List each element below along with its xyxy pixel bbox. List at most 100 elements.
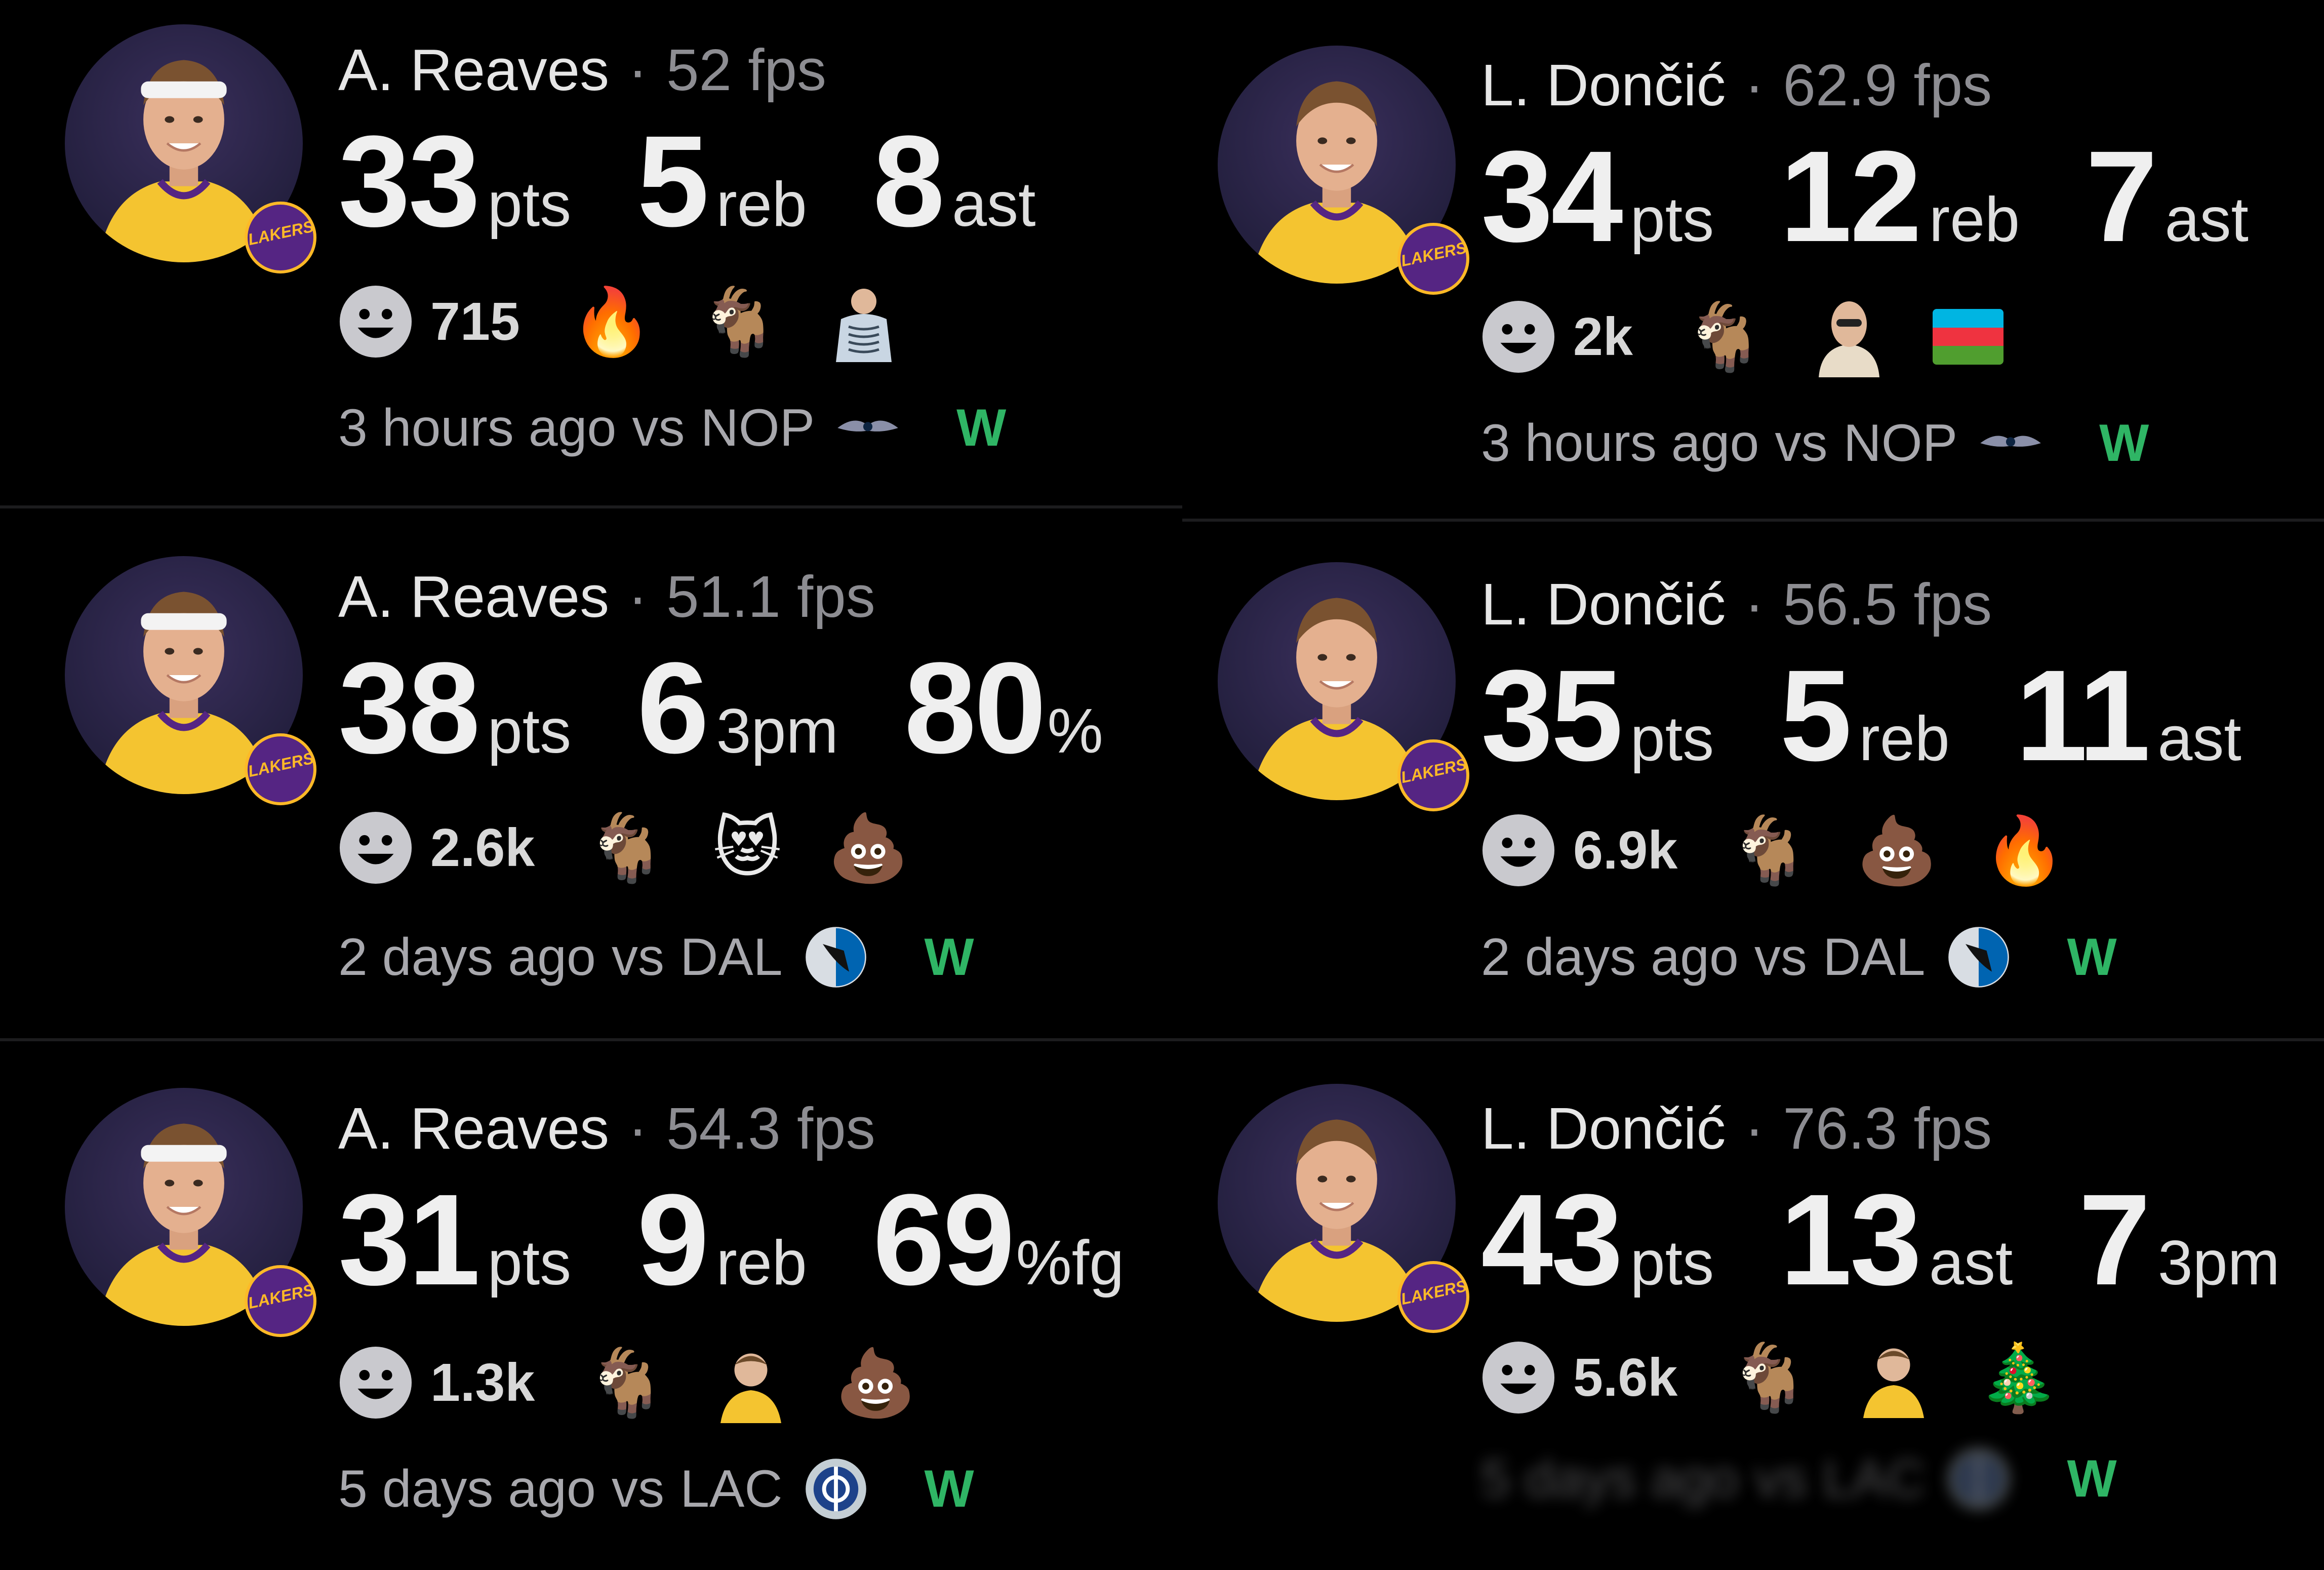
- smiley-react-icon[interactable]: [1481, 1340, 1556, 1415]
- game-time: 3 hours ago: [1481, 413, 1759, 473]
- reaction-count: 5.6k: [1573, 1347, 1678, 1407]
- smiley-react-icon[interactable]: [338, 1345, 413, 1420]
- stat-unit: %: [1047, 696, 1103, 766]
- game-card[interactable]: LAKERS L. Dončić · 62.9 fps 34 pts 12 reb 7 ast…: [1182, 15, 2324, 522]
- lakers-logo-icon: LAKERS: [245, 733, 316, 805]
- player-name[interactable]: A. Reaves: [338, 37, 610, 103]
- fire-reaction-icon[interactable]: 🔥: [570, 285, 653, 359]
- game-time: 2 days ago: [1481, 927, 1739, 987]
- opponent-abbrev[interactable]: LAC: [1823, 1449, 1926, 1508]
- player-title: A. Reaves · 51.1 fps: [338, 567, 875, 626]
- lakers-logo-icon: LAKERS: [1397, 223, 1469, 295]
- stat-2: 5 reb: [1780, 651, 1950, 780]
- stat-3: 7 ast: [2086, 132, 2249, 261]
- fire-reaction-icon[interactable]: 🔥: [1983, 813, 2065, 887]
- reactions-bar: 6.9k 🐐 💩 🔥: [1481, 813, 2111, 888]
- title-separator: ·: [628, 37, 648, 103]
- heart-eyes-cat-reaction-icon[interactable]: 😻: [713, 811, 782, 885]
- player-title: L. Dončić · 62.9 fps: [1481, 56, 1992, 114]
- fantasy-points: 56.5 fps: [1783, 571, 1992, 637]
- opponent-abbrev[interactable]: LAC: [680, 1459, 783, 1518]
- game-footer: 3 hours ago vs NOP W: [1481, 410, 2149, 476]
- christmas-tree-reaction-icon[interactable]: 🎄: [1977, 1341, 2060, 1415]
- game-footer: 5 days ago vs LAC W: [1481, 1446, 2117, 1512]
- game-time: 5 days ago: [338, 1459, 596, 1518]
- player-avatar[interactable]: [1218, 46, 1456, 284]
- fantasy-points: 51.1 fps: [666, 564, 875, 630]
- reactions-bar: 2.6k 🐐 😻 💩: [338, 810, 955, 885]
- goat-reaction-icon[interactable]: 🐐: [698, 285, 780, 359]
- goat-reaction-icon[interactable]: 🐐: [1728, 813, 1811, 887]
- player-xray-image-icon[interactable]: [826, 281, 902, 362]
- masked-person-image-icon[interactable]: [1811, 296, 1887, 377]
- game-card[interactable]: LAKERS L. Dončić · 76.3 fps 43 pts 13 ast 7 3pm…: [1182, 1064, 2324, 1570]
- fantasy-points: 54.3 fps: [666, 1095, 875, 1161]
- stat-2: 9 reb: [637, 1175, 807, 1305]
- title-separator: ·: [1744, 52, 1765, 118]
- lakers-logo-icon: LAKERS: [1397, 1261, 1469, 1333]
- stat-unit: ast: [2165, 185, 2249, 255]
- goat-reaction-icon[interactable]: 🐐: [1683, 300, 1766, 374]
- lakers-logo-icon: LAKERS: [245, 202, 316, 273]
- player-title: L. Dončić · 56.5 fps: [1481, 575, 1992, 634]
- player-name[interactable]: A. Reaves: [338, 1095, 610, 1161]
- player-photo-image-icon[interactable]: [713, 1342, 789, 1423]
- game-card[interactable]: LAKERS L. Dončić · 56.5 fps 35 pts 5 reb 11 ast…: [1182, 532, 2324, 1038]
- game-time: 2 days ago: [338, 927, 596, 987]
- player-name[interactable]: L. Dončić: [1481, 1095, 1726, 1161]
- opponent-abbrev[interactable]: NOP: [700, 398, 815, 457]
- game-footer: 3 hours ago vs NOP W: [338, 395, 1006, 461]
- player-name[interactable]: L. Dončić: [1481, 52, 1726, 118]
- stat-line: 35 pts 5 reb 11 ast: [1481, 651, 2241, 780]
- player-photo-image-icon[interactable]: [1856, 1337, 1932, 1418]
- stat-1: 33 pts: [338, 116, 571, 246]
- stat-value: 13: [1780, 1167, 1922, 1312]
- stat-line: 43 pts 13 ast 7 3pm: [1481, 1175, 2280, 1305]
- stat-value: 80: [904, 636, 1047, 780]
- title-separator: ·: [628, 564, 648, 630]
- player-title: A. Reaves · 52 fps: [338, 41, 826, 99]
- poop-reaction-icon[interactable]: 💩: [1856, 813, 1938, 887]
- game-footer: 2 days ago vs DAL W: [338, 924, 974, 990]
- player-name[interactable]: A. Reaves: [338, 564, 610, 630]
- pelicans-logo-icon: [837, 420, 898, 431]
- title-separator: ·: [1744, 571, 1765, 637]
- reaction-count: 2k: [1573, 306, 1633, 367]
- stat-line: 33 pts 5 reb 8 ast: [338, 116, 1036, 246]
- stat-unit: 3pm: [2157, 1228, 2280, 1298]
- fantasy-points: 62.9 fps: [1783, 52, 1992, 118]
- player-headshot-image: [98, 592, 270, 794]
- player-avatar[interactable]: [65, 24, 303, 262]
- stat-line: 31 pts 9 reb 69%fg: [338, 1175, 1124, 1305]
- smiley-react-icon[interactable]: [338, 810, 413, 885]
- stat-unit: pts: [1630, 1228, 1714, 1298]
- opponent-abbrev[interactable]: NOP: [1843, 413, 1958, 473]
- player-avatar[interactable]: [1218, 1084, 1456, 1322]
- game-card[interactable]: LAKERS A. Reaves · 51.1 fps 38 pts 6 3pm 80% 2…: [0, 532, 1154, 1038]
- game-card[interactable]: LAKERS A. Reaves · 54.3 fps 31 pts 9 reb 69%fg…: [0, 1064, 1154, 1570]
- poop-reaction-icon[interactable]: 💩: [827, 811, 909, 885]
- opponent-abbrev[interactable]: DAL: [1823, 927, 1926, 987]
- goat-reaction-icon[interactable]: 🐐: [585, 1346, 668, 1420]
- smiley-react-icon[interactable]: [1481, 813, 1556, 888]
- player-headshot-image: [1251, 81, 1423, 284]
- stat-value: 6: [637, 636, 709, 780]
- game-time: 3 hours ago: [338, 398, 617, 457]
- player-name[interactable]: L. Dončić: [1481, 571, 1726, 637]
- stat-3: 7 3pm: [2078, 1175, 2280, 1305]
- opponent-abbrev[interactable]: DAL: [680, 927, 783, 987]
- versus-label: vs: [1754, 1449, 1808, 1508]
- poop-reaction-icon[interactable]: 💩: [834, 1346, 917, 1420]
- reaction-count: 715: [430, 291, 520, 351]
- versus-label: vs: [632, 398, 685, 457]
- azerbaijan-flag-icon[interactable]: [1932, 309, 2004, 365]
- goat-reaction-icon[interactable]: 🐐: [585, 811, 668, 885]
- stat-1: 31 pts: [338, 1175, 571, 1305]
- game-card[interactable]: LAKERS A. Reaves · 52 fps 33 pts 5 reb 8 ast 71…: [0, 0, 1154, 506]
- goat-reaction-icon[interactable]: 🐐: [1728, 1341, 1811, 1415]
- smiley-react-icon[interactable]: [1481, 299, 1556, 374]
- lakers-logo-icon: LAKERS: [1397, 739, 1469, 811]
- clippers-logo-icon: [1948, 1448, 2009, 1509]
- stat-value: 5: [637, 109, 709, 254]
- smiley-react-icon[interactable]: [338, 284, 413, 359]
